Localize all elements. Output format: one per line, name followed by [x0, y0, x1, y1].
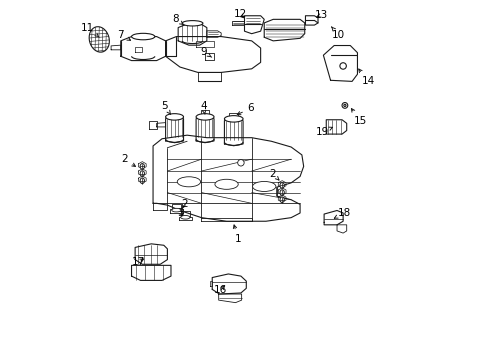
- Ellipse shape: [252, 181, 275, 192]
- Polygon shape: [324, 211, 343, 225]
- Polygon shape: [325, 120, 346, 134]
- Polygon shape: [278, 181, 285, 188]
- Text: 10: 10: [331, 27, 345, 40]
- Polygon shape: [149, 121, 156, 129]
- Text: 8: 8: [172, 14, 183, 25]
- Polygon shape: [138, 176, 146, 183]
- Ellipse shape: [280, 190, 284, 195]
- Ellipse shape: [280, 183, 284, 188]
- Polygon shape: [180, 211, 190, 217]
- Text: 18: 18: [334, 208, 350, 218]
- Text: 7: 7: [117, 30, 130, 40]
- Ellipse shape: [224, 116, 243, 122]
- Text: 1: 1: [233, 225, 241, 244]
- Polygon shape: [229, 113, 238, 117]
- Polygon shape: [196, 41, 214, 46]
- Polygon shape: [179, 217, 191, 220]
- Polygon shape: [305, 16, 317, 25]
- Polygon shape: [171, 204, 181, 210]
- Polygon shape: [111, 45, 121, 50]
- Polygon shape: [336, 225, 346, 233]
- Polygon shape: [244, 16, 264, 34]
- Polygon shape: [153, 203, 167, 211]
- Text: 2: 2: [121, 154, 135, 166]
- Ellipse shape: [177, 177, 200, 187]
- Text: 9: 9: [200, 46, 211, 57]
- Polygon shape: [206, 31, 221, 37]
- Polygon shape: [278, 188, 285, 195]
- Ellipse shape: [182, 21, 203, 26]
- Polygon shape: [218, 294, 241, 303]
- Ellipse shape: [339, 63, 346, 69]
- Text: 4: 4: [200, 102, 206, 114]
- Polygon shape: [138, 169, 146, 176]
- Ellipse shape: [140, 163, 144, 169]
- Polygon shape: [138, 162, 146, 168]
- Polygon shape: [204, 53, 214, 60]
- Polygon shape: [224, 117, 243, 146]
- Polygon shape: [231, 21, 244, 25]
- Polygon shape: [210, 281, 212, 286]
- Polygon shape: [121, 37, 165, 60]
- Text: 6: 6: [237, 103, 254, 115]
- Text: 11: 11: [81, 23, 99, 37]
- Text: 5: 5: [161, 102, 170, 114]
- Ellipse shape: [165, 114, 183, 120]
- Polygon shape: [135, 244, 167, 264]
- Text: 2: 2: [268, 168, 278, 180]
- Polygon shape: [153, 135, 303, 221]
- Text: 2: 2: [181, 199, 187, 210]
- Ellipse shape: [237, 159, 244, 166]
- Ellipse shape: [140, 178, 144, 184]
- Ellipse shape: [214, 179, 238, 189]
- Polygon shape: [156, 123, 165, 127]
- Text: 15: 15: [351, 109, 366, 126]
- Ellipse shape: [280, 197, 284, 203]
- Polygon shape: [169, 210, 183, 213]
- Ellipse shape: [196, 114, 214, 120]
- Polygon shape: [278, 195, 285, 202]
- Polygon shape: [198, 72, 221, 81]
- Ellipse shape: [89, 27, 109, 52]
- Text: 3: 3: [177, 208, 183, 218]
- Polygon shape: [135, 46, 142, 51]
- Polygon shape: [178, 23, 206, 45]
- Ellipse shape: [180, 216, 190, 219]
- Text: 19: 19: [315, 127, 332, 136]
- Polygon shape: [264, 19, 304, 41]
- Text: 14: 14: [358, 69, 374, 86]
- Text: 17: 17: [132, 257, 145, 267]
- Text: 13: 13: [314, 10, 327, 20]
- Polygon shape: [212, 274, 246, 294]
- Polygon shape: [131, 265, 171, 280]
- Polygon shape: [165, 115, 183, 143]
- Polygon shape: [201, 110, 209, 115]
- Polygon shape: [165, 37, 260, 72]
- Ellipse shape: [343, 104, 346, 107]
- Text: 12: 12: [233, 9, 246, 19]
- Polygon shape: [201, 218, 251, 221]
- Ellipse shape: [131, 33, 155, 40]
- Ellipse shape: [171, 208, 181, 212]
- Ellipse shape: [140, 171, 144, 176]
- Polygon shape: [196, 115, 214, 143]
- Polygon shape: [323, 45, 357, 81]
- Text: 16: 16: [213, 285, 226, 296]
- Ellipse shape: [341, 103, 347, 108]
